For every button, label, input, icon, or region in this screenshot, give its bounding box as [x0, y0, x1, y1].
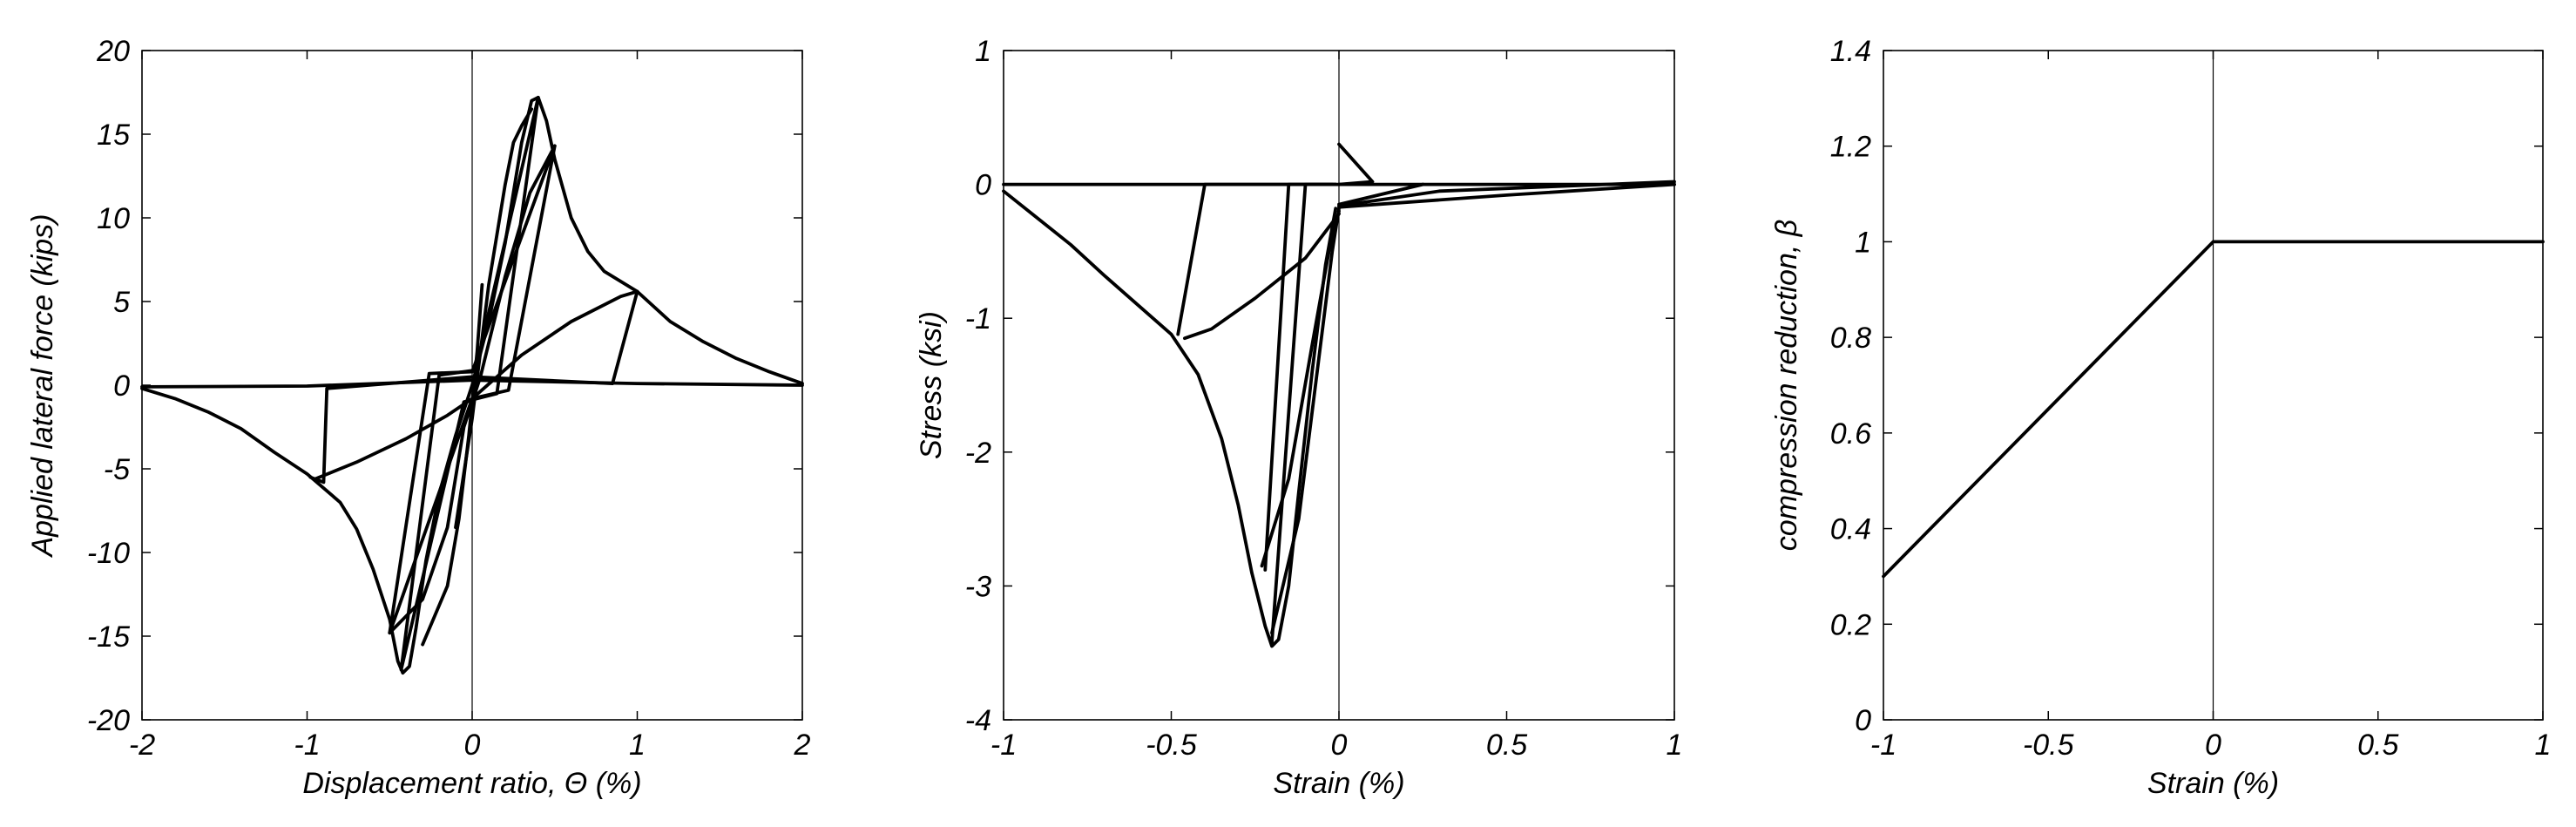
y-tick-label: -2: [965, 437, 991, 470]
y-tick-label: 20: [96, 35, 130, 68]
x-tick-label: 1: [2535, 729, 2552, 762]
y-tick-label: 5: [113, 286, 130, 319]
x-axis-label: Displacement ratio, Θ (%): [302, 767, 641, 800]
y-tick-label: -15: [87, 620, 130, 654]
series-line-6: [399, 95, 540, 672]
y-axis-label: Applied lateral force (kips): [26, 214, 59, 558]
x-tick-label: 0.5: [2357, 729, 2398, 762]
series-line-7: [1270, 207, 1341, 635]
y-tick-label: 1.4: [1830, 35, 1871, 68]
x-axis-label: Strain (%): [1273, 767, 1404, 800]
series-line-1: [140, 378, 804, 389]
x-tick-label: 0: [2205, 729, 2221, 762]
series-line-3: [308, 289, 639, 485]
y-tick-label: 0: [113, 369, 130, 403]
series-line-0: [1882, 240, 2545, 579]
y-tick-label: -10: [87, 537, 130, 570]
y-tick-label: -5: [104, 453, 130, 486]
y-tick-label: 1: [975, 35, 991, 68]
y-axis-label: compression reduction, β: [1770, 220, 1803, 551]
x-tick-label: 1: [629, 729, 646, 762]
y-tick-label: 15: [97, 119, 130, 152]
x-tick-label: -1: [991, 729, 1017, 762]
series-line-11: [1337, 180, 1676, 208]
x-tick-label: 1: [1667, 729, 1683, 762]
y-tick-label: -20: [87, 704, 130, 737]
series-line-6: [1270, 182, 1338, 644]
y-axis-label: Stress (ksi): [915, 311, 948, 459]
series-line-2: [1176, 182, 1338, 336]
compression-reduction-chart: -1 -0.5 0 0.5 1 0 0.2 0.4 0.6 0.8 1 1.2 1.4 Strain (%…: [1770, 35, 2551, 800]
series-line-5: [1260, 209, 1341, 568]
series-line-9: [1337, 182, 1425, 207]
y-tick-label: -3: [965, 570, 991, 603]
y-tick-label: 0.8: [1830, 322, 1871, 355]
y-tick-label: 0: [975, 169, 991, 202]
x-tick-label: -1: [294, 729, 320, 762]
y-tick-label: 0.4: [1830, 513, 1871, 546]
series-line-3: [1183, 212, 1341, 341]
x-tick-label: 2: [794, 729, 811, 762]
x-tick-label: 0.5: [1486, 729, 1527, 762]
y-tick-label: -4: [965, 704, 991, 737]
series-line-0: [140, 95, 804, 675]
y-tick-label: 1.2: [1830, 131, 1871, 164]
x-tick-label: -0.5: [1146, 729, 1197, 762]
series-line-10: [1337, 182, 1676, 209]
y-tick-label: 10: [97, 202, 130, 235]
stress-strain-chart: -1 -0.5 0 0.5 1 -4 -3 -2 -1 0 1 Strain (%) Stress (k…: [915, 35, 1682, 800]
y-tick-label: 0.2: [1830, 608, 1871, 641]
series-line-8: [1337, 142, 1375, 186]
series-line-0: [1002, 189, 1338, 648]
y-tick-label: -1: [965, 302, 991, 336]
x-tick-label: 0: [1331, 729, 1348, 762]
y-tick-label: 1: [1855, 226, 1871, 259]
series-line-8: [421, 282, 484, 647]
y-tick-label: 0: [1855, 704, 1871, 737]
x-tick-label: 0: [464, 729, 481, 762]
x-tick-label: -0.5: [2023, 729, 2074, 762]
y-tick-label: 0.6: [1830, 417, 1871, 451]
x-tick-label: -1: [1870, 729, 1897, 762]
x-tick-label: -2: [129, 729, 155, 762]
x-axis-label: Strain (%): [2147, 767, 2279, 800]
